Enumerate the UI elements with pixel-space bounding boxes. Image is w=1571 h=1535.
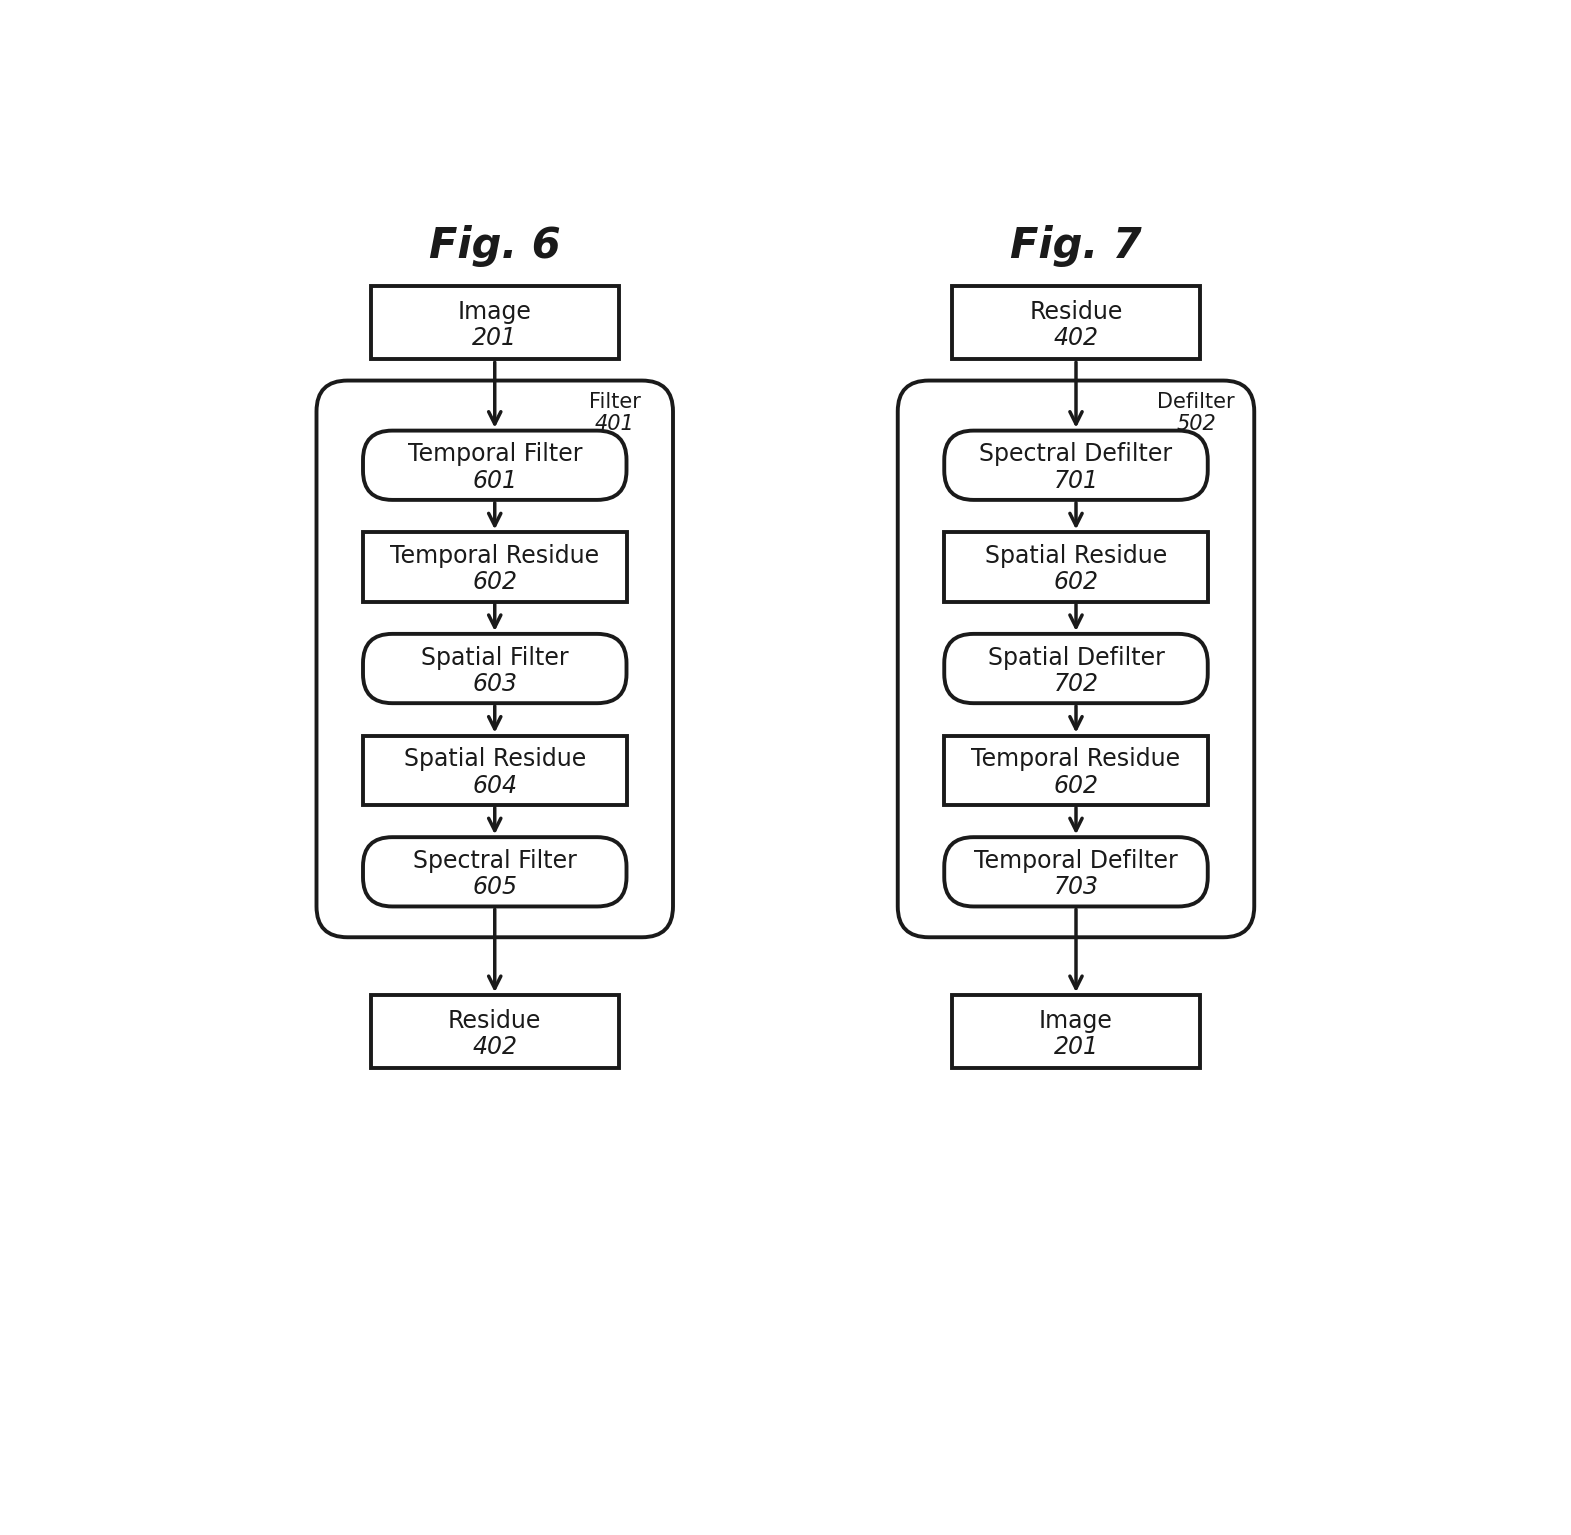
FancyBboxPatch shape <box>371 286 619 359</box>
Text: 201: 201 <box>473 327 517 350</box>
Text: Defilter: Defilter <box>1158 391 1235 411</box>
Text: 603: 603 <box>473 672 517 695</box>
FancyBboxPatch shape <box>944 634 1208 703</box>
Text: Image: Image <box>457 299 531 324</box>
Text: 702: 702 <box>1054 672 1098 695</box>
Text: 602: 602 <box>1054 571 1098 594</box>
FancyBboxPatch shape <box>944 735 1208 804</box>
Text: Temporal Residue: Temporal Residue <box>971 748 1180 772</box>
Text: 401: 401 <box>595 413 635 434</box>
Text: 701: 701 <box>1054 468 1098 493</box>
Text: Image: Image <box>1038 1008 1112 1033</box>
FancyBboxPatch shape <box>363 533 627 602</box>
Text: 604: 604 <box>473 774 517 798</box>
Text: 605: 605 <box>473 875 517 900</box>
Text: Fig. 7: Fig. 7 <box>1010 224 1142 267</box>
Text: Spatial Residue: Spatial Residue <box>985 543 1167 568</box>
FancyBboxPatch shape <box>363 837 627 907</box>
Text: Residue: Residue <box>448 1008 542 1033</box>
Text: Temporal Defilter: Temporal Defilter <box>974 849 1178 873</box>
Text: 602: 602 <box>1054 774 1098 798</box>
Text: Spectral Defilter: Spectral Defilter <box>979 442 1172 467</box>
Text: Spectral Filter: Spectral Filter <box>413 849 577 873</box>
Text: 602: 602 <box>473 571 517 594</box>
Text: Residue: Residue <box>1029 299 1123 324</box>
Text: Spatial Residue: Spatial Residue <box>404 748 586 772</box>
Text: 201: 201 <box>1054 1035 1098 1059</box>
Text: Filter: Filter <box>589 391 641 411</box>
Text: Spatial Filter: Spatial Filter <box>421 646 569 669</box>
FancyBboxPatch shape <box>363 634 627 703</box>
FancyBboxPatch shape <box>316 381 672 938</box>
Text: 703: 703 <box>1054 875 1098 900</box>
Text: 502: 502 <box>1177 413 1216 434</box>
FancyBboxPatch shape <box>363 735 627 804</box>
FancyBboxPatch shape <box>944 431 1208 500</box>
Text: 402: 402 <box>473 1035 517 1059</box>
FancyBboxPatch shape <box>371 995 619 1068</box>
Text: 402: 402 <box>1054 327 1098 350</box>
Text: Temporal Residue: Temporal Residue <box>390 543 599 568</box>
FancyBboxPatch shape <box>952 995 1200 1068</box>
Text: Spatial Defilter: Spatial Defilter <box>988 646 1164 669</box>
FancyBboxPatch shape <box>897 381 1254 938</box>
Text: Fig. 6: Fig. 6 <box>429 224 561 267</box>
FancyBboxPatch shape <box>944 837 1208 907</box>
FancyBboxPatch shape <box>363 431 627 500</box>
FancyBboxPatch shape <box>944 533 1208 602</box>
Text: Temporal Filter: Temporal Filter <box>407 442 581 467</box>
FancyBboxPatch shape <box>952 286 1200 359</box>
Text: 601: 601 <box>473 468 517 493</box>
